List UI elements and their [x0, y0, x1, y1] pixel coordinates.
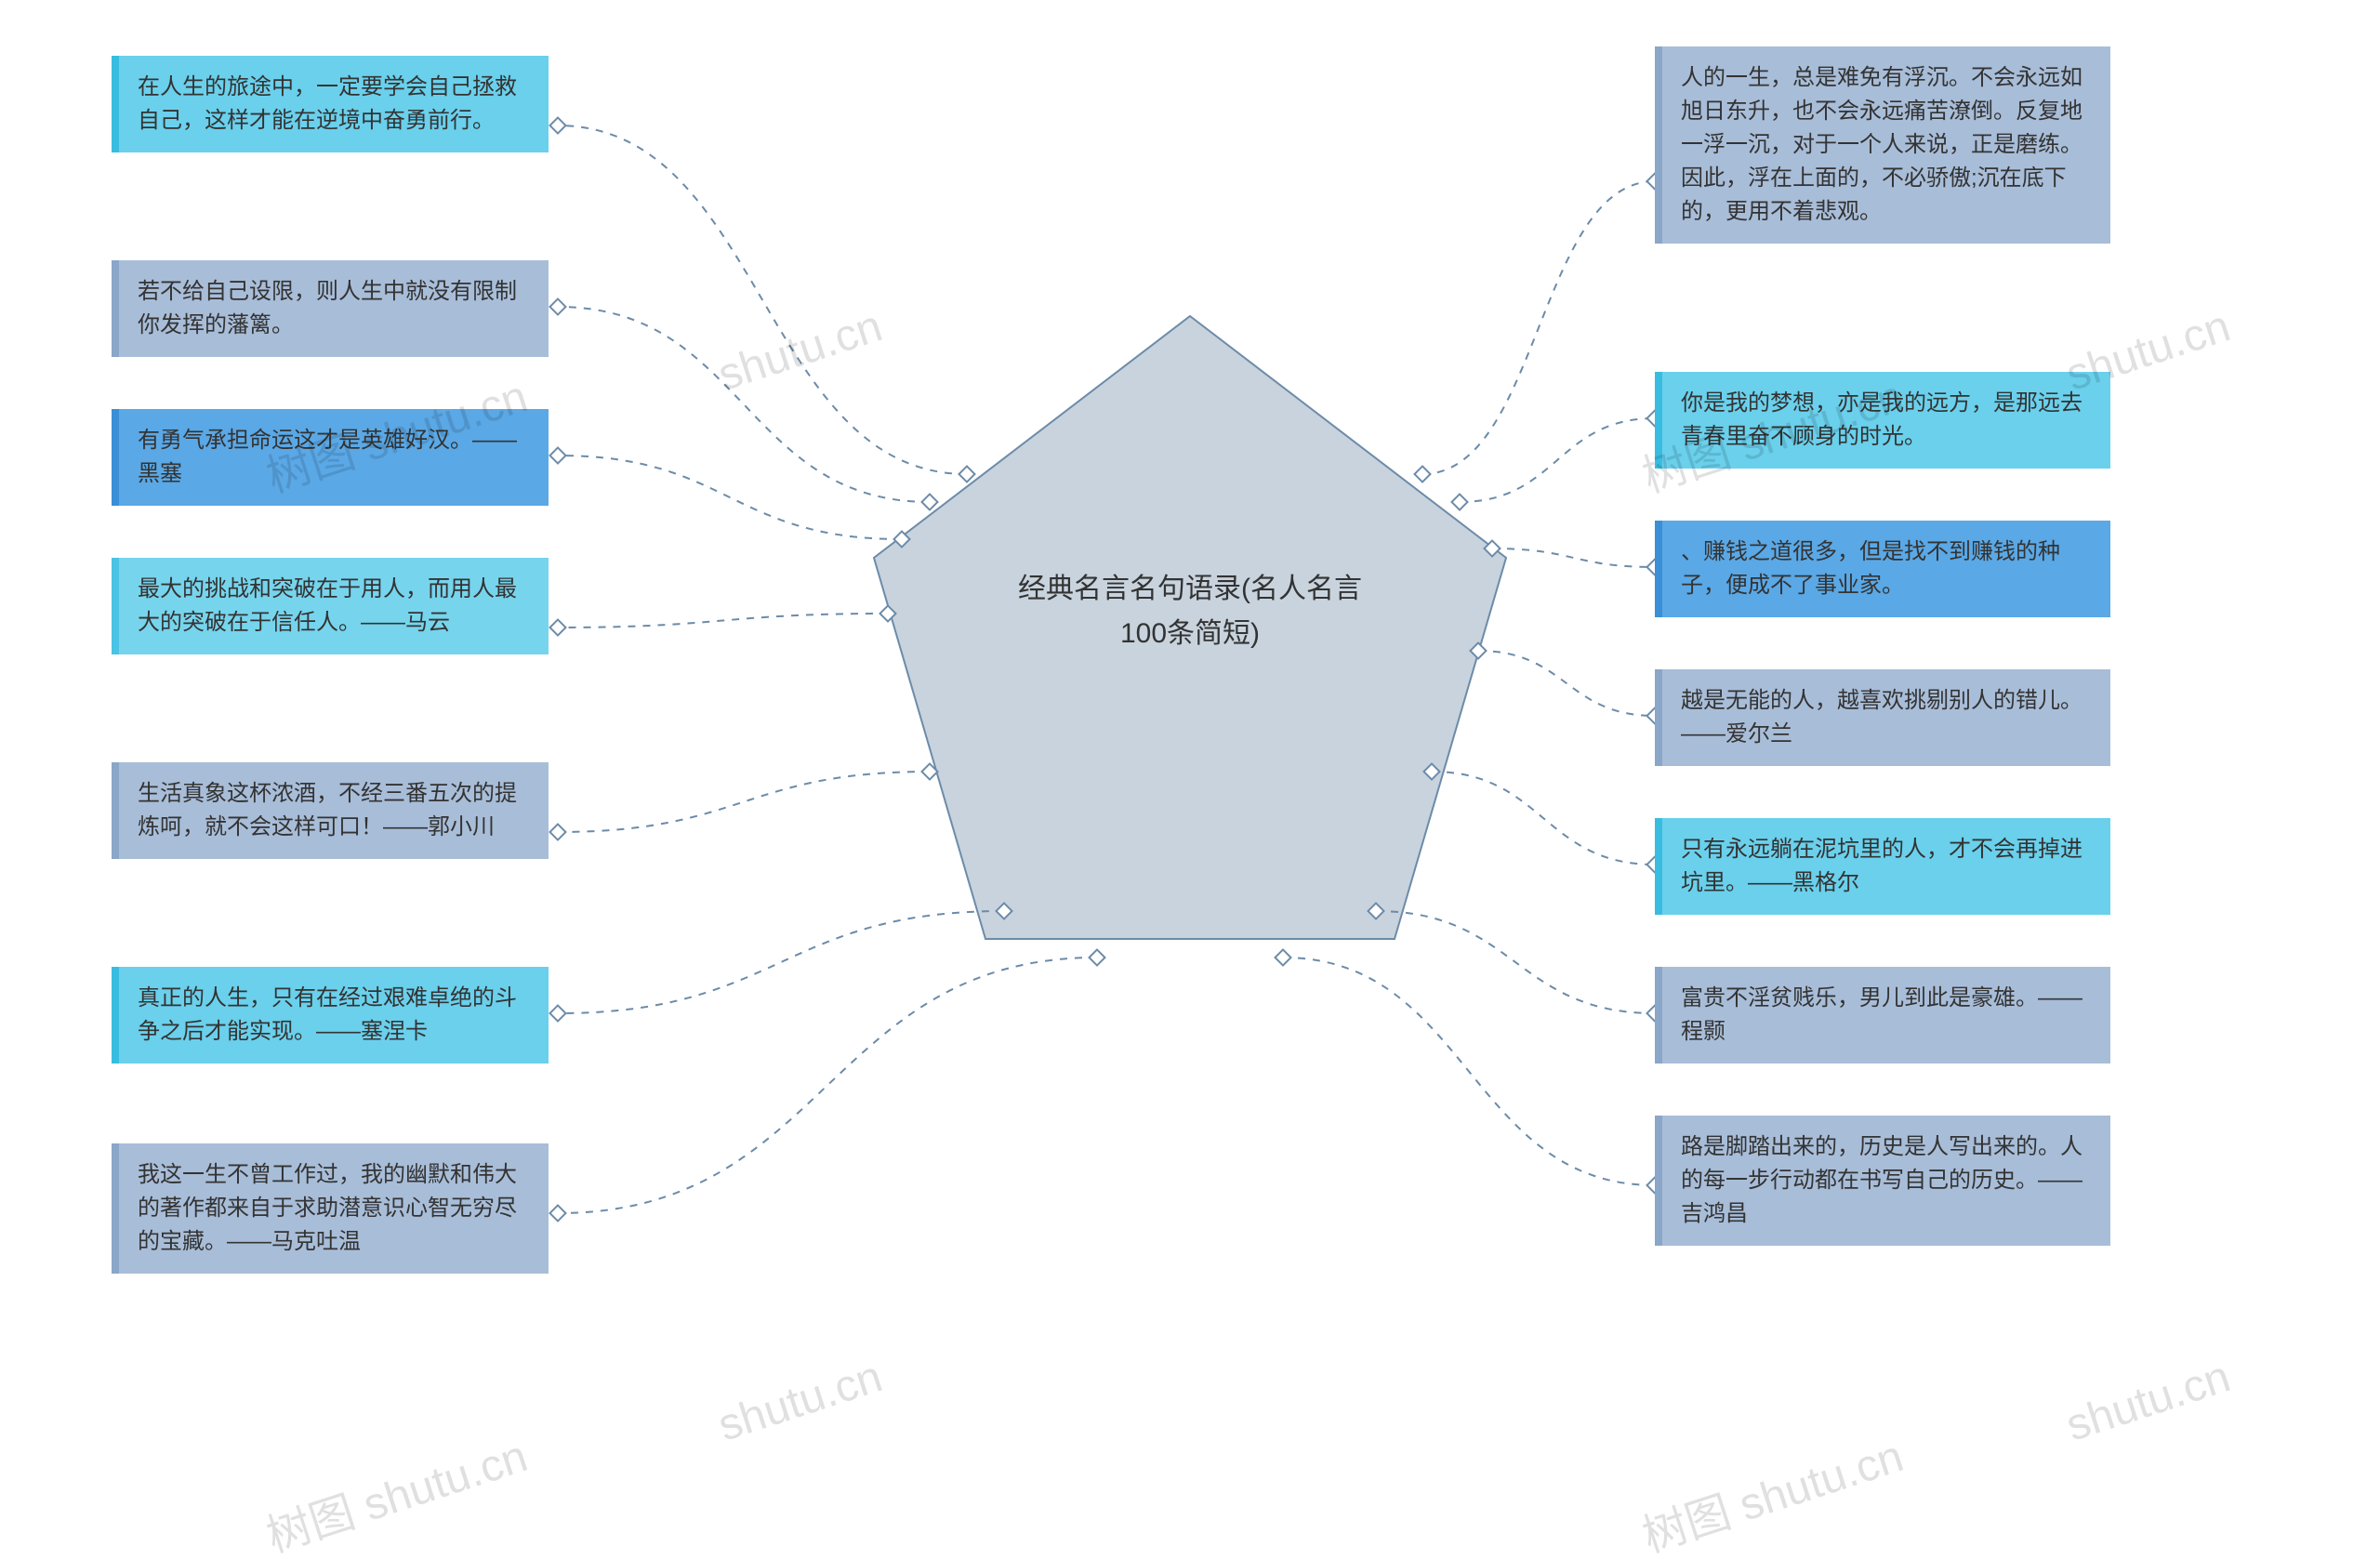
watermark: shutu.cn [2060, 1351, 2237, 1451]
edge-marker-icon [550, 1006, 566, 1022]
edge [1478, 651, 1655, 716]
right-quote-node: 越是无能的人，越喜欢挑剔别人的错儿。——爱尔兰 [1655, 669, 2110, 766]
edge [1460, 418, 1655, 502]
edge [1492, 548, 1655, 567]
quote-text: 越是无能的人，越喜欢挑剔别人的错儿。——爱尔兰 [1681, 688, 2082, 746]
edge-marker-icon [1415, 467, 1431, 482]
quote-text: 若不给自己设限，则人生中就没有限制你发挥的藩篱。 [138, 279, 517, 337]
right-quote-node: 人的一生，总是难免有浮沉。不会永远如旭日东升，也不会永远痛苦潦倒。反复地一浮一沉… [1655, 46, 2110, 244]
watermark: shutu.cn [712, 1351, 889, 1451]
watermark: shutu.cn [712, 300, 889, 401]
edge [558, 126, 967, 474]
edge-marker-icon [550, 118, 566, 134]
edge-marker-icon [550, 299, 566, 315]
edge [558, 911, 1004, 1013]
edge-marker-icon [550, 620, 566, 636]
edge [558, 772, 930, 832]
quote-text: 只有永远躺在泥坑里的人，才不会再掉进坑里。——黑格尔 [1681, 837, 2082, 895]
edge [558, 958, 1097, 1213]
right-quote-node: 路是脚踏出来的，历史是人写出来的。人的每一步行动都在书写自己的历史。——吉鸿昌 [1655, 1116, 2110, 1246]
edge-marker-icon [1485, 541, 1501, 557]
edge-marker-icon [1471, 643, 1487, 659]
edge-marker-icon [922, 764, 938, 780]
edge-marker-icon [550, 1206, 566, 1222]
edge-marker-icon [880, 606, 896, 622]
watermark: 树图 shutu.cn [257, 1420, 534, 1559]
left-quote-node: 有勇气承担命运这才是英雄好汉。——黑塞 [112, 409, 549, 506]
left-quote-node: 最大的挑战和突破在于用人，而用人最大的突破在于信任人。——马云 [112, 558, 549, 654]
watermark: 树图 shutu.cn [1633, 1420, 1910, 1559]
quote-text: 路是脚踏出来的，历史是人写出来的。人的每一步行动都在书写自己的历史。——吉鸿昌 [1681, 1134, 2082, 1226]
right-quote-node: 、赚钱之道很多，但是找不到赚钱的种子，便成不了事业家。 [1655, 521, 2110, 617]
edge-marker-icon [1424, 764, 1440, 780]
left-quote-node: 真正的人生，只有在经过艰难卓绝的斗争之后才能实现。——塞涅卡 [112, 967, 549, 1064]
quote-text: 、赚钱之道很多，但是找不到赚钱的种子，便成不了事业家。 [1681, 539, 2060, 598]
edge [558, 456, 902, 539]
quote-text: 人的一生，总是难免有浮沉。不会永远如旭日东升，也不会永远痛苦潦倒。反复地一浮一沉… [1681, 65, 2082, 224]
quote-text: 我这一生不曾工作过，我的幽默和伟大的著作都来自于求助潜意识心智无穷尽的宝藏。——… [138, 1162, 517, 1254]
quote-text: 最大的挑战和突破在于用人，而用人最大的突破在于信任人。——马云 [138, 576, 517, 635]
edge-marker-icon [1452, 495, 1468, 510]
edge-marker-icon [922, 495, 938, 510]
quote-text: 你是我的梦想，亦是我的远方，是那远去青春里奋不顾身的时光。 [1681, 390, 2082, 449]
left-quote-node: 我这一生不曾工作过，我的幽默和伟大的著作都来自于求助潜意识心智无穷尽的宝藏。——… [112, 1143, 549, 1274]
right-quote-node: 你是我的梦想，亦是我的远方，是那远去青春里奋不顾身的时光。 [1655, 372, 2110, 469]
quote-text: 富贵不淫贫贱乐，男儿到此是豪雄。——程颢 [1681, 985, 2082, 1044]
edge [1432, 772, 1655, 865]
left-quote-node: 在人生的旅途中，一定要学会自己拯救自己，这样才能在逆境中奋勇前行。 [112, 56, 549, 152]
edge [558, 307, 930, 502]
edge-marker-icon [1368, 904, 1384, 919]
edge-marker-icon [894, 532, 910, 548]
right-quote-node: 只有永远躺在泥坑里的人，才不会再掉进坑里。——黑格尔 [1655, 818, 2110, 915]
left-quote-node: 若不给自己设限，则人生中就没有限制你发挥的藩篱。 [112, 260, 549, 357]
edge [1422, 181, 1655, 474]
edge [1376, 911, 1655, 1013]
edge [558, 614, 888, 628]
quote-text: 真正的人生，只有在经过艰难卓绝的斗争之后才能实现。——塞涅卡 [138, 985, 517, 1044]
center-title: 经典名言名句语录(名人名言100条简短) [995, 567, 1385, 656]
edge-marker-icon [1090, 950, 1105, 966]
edge [1283, 958, 1655, 1185]
left-quote-node: 生活真象这杯浓酒，不经三番五次的提炼呵，就不会这样可口！——郭小川 [112, 762, 549, 859]
quote-text: 生活真象这杯浓酒，不经三番五次的提炼呵，就不会这样可口！——郭小川 [138, 781, 517, 839]
right-quote-node: 富贵不淫贫贱乐，男儿到此是豪雄。——程颢 [1655, 967, 2110, 1064]
quote-text: 在人生的旅途中，一定要学会自己拯救自己，这样才能在逆境中奋勇前行。 [138, 74, 517, 133]
edge-marker-icon [1276, 950, 1291, 966]
edge-marker-icon [997, 904, 1012, 919]
edge-marker-icon [959, 467, 975, 482]
edge-marker-icon [550, 448, 566, 464]
quote-text: 有勇气承担命运这才是英雄好汉。——黑塞 [138, 428, 517, 486]
edge-marker-icon [550, 825, 566, 840]
